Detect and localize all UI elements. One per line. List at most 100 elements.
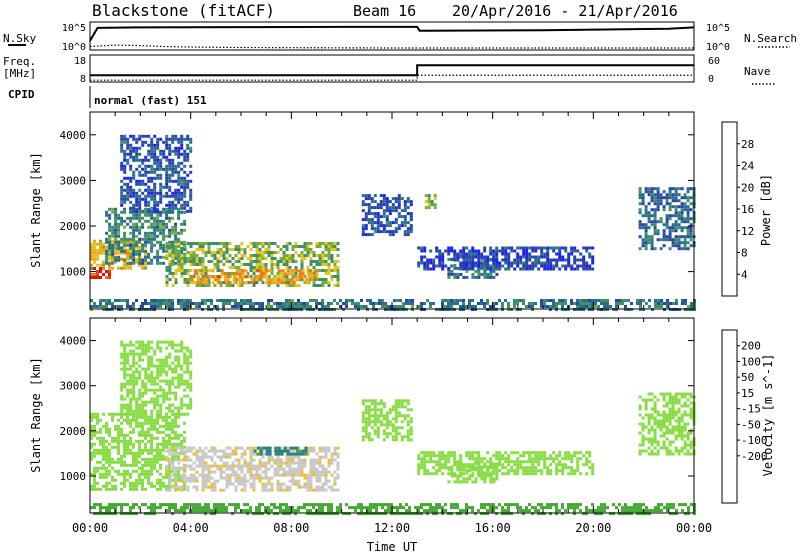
heatmap-cell: [400, 209, 404, 213]
heatmap-cell: [195, 305, 198, 308]
heatmap-cell: [204, 242, 208, 245]
heatmap-cell: [333, 446, 337, 450]
heatmap-cell: [213, 488, 217, 492]
heatmap-cell: [135, 182, 139, 186]
heatmap-cell: [468, 302, 471, 305]
heatmap-cell: [177, 164, 181, 168]
heatmap-cell: [171, 421, 174, 425]
heatmap-cell: [93, 487, 96, 491]
heatmap-cell: [129, 397, 133, 401]
heatmap-cell: [234, 449, 238, 453]
heatmap-cell: [447, 299, 450, 302]
heatmap-cell: [159, 173, 163, 177]
heatmap-cell: [105, 454, 108, 458]
heatmap-cell: [150, 433, 153, 437]
heatmap-cell: [156, 430, 159, 434]
heatmap-cell: [123, 164, 127, 168]
heatmap-cell: [237, 473, 241, 477]
date-range: 20/Apr/2016 - 21/Apr/2016: [452, 2, 678, 20]
heatmap-cell: [93, 424, 96, 428]
heatmap-cell: [216, 299, 219, 302]
heatmap-cell: [513, 302, 516, 305]
heatmap-cell: [336, 461, 340, 465]
heatmap-cell: [680, 428, 684, 432]
heatmap-cell: [120, 140, 124, 144]
heatmap-cell: [686, 208, 690, 212]
heatmap-cell: [207, 473, 211, 477]
heatmap-cell: [453, 451, 457, 455]
heatmap-cell: [453, 275, 457, 279]
heatmap-cell: [141, 305, 144, 308]
heatmap-cell: [273, 251, 277, 254]
heatmap-cell: [450, 264, 454, 268]
heatmap-cell: [213, 257, 217, 260]
heatmap-cell: [240, 488, 244, 492]
heatmap-cell: [132, 176, 136, 180]
heatmap-cell: [123, 149, 127, 153]
heatmap-cell: [486, 460, 490, 464]
heatmap-cell: [265, 278, 269, 282]
heatmap-cell: [217, 281, 221, 285]
heatmap-cell: [177, 251, 181, 254]
heatmap-cell: [403, 218, 407, 222]
heatmap-cell: [186, 143, 190, 147]
heatmap-cell: [174, 257, 178, 260]
heatmap-cell: [252, 260, 256, 263]
heatmap-cell: [291, 482, 295, 486]
heatmap-cell: [507, 252, 511, 256]
heatmap-cell: [662, 229, 666, 233]
heatmap-cell: [483, 264, 487, 268]
heatmap-cell: [306, 449, 310, 453]
heatmap-cell: [114, 234, 118, 238]
heatmap-cell: [674, 395, 678, 399]
heatmap-cell: [285, 305, 288, 308]
heatmap-cell: [147, 152, 151, 156]
heatmap-cell: [477, 269, 481, 273]
noise-left-tick-bottom: 10^0: [62, 42, 86, 53]
heatmap-cell: [501, 246, 505, 250]
heatmap-cell: [196, 278, 200, 282]
heatmap-cell: [321, 281, 325, 284]
heatmap-cell: [579, 302, 582, 305]
heatmap-cell: [531, 249, 535, 253]
heatmap-cell: [177, 237, 181, 241]
heatmap-cell: [507, 469, 511, 473]
heatmap-cell: [195, 272, 199, 275]
heatmap-cell: [129, 191, 133, 195]
heatmap-cell: [213, 266, 217, 269]
heatmap-cell: [156, 200, 160, 204]
heatmap-cell: [183, 467, 187, 471]
heatmap-cell: [579, 264, 583, 268]
heatmap-cell: [174, 188, 178, 192]
heatmap-cell: [435, 454, 439, 458]
heatmap-cell: [433, 194, 437, 198]
heatmap-cell: [244, 269, 248, 273]
heatmap-cell: [135, 361, 139, 365]
heatmap-cell: [144, 472, 147, 476]
heatmap-cell: [501, 249, 505, 253]
heatmap-cell: [201, 479, 205, 483]
heatmap-cell: [117, 412, 120, 416]
heatmap-cell: [361, 426, 365, 430]
heatmap-cell: [171, 343, 175, 347]
heatmap-cell: [477, 272, 481, 276]
heatmap-cell: [240, 455, 244, 459]
heatmap-cell: [647, 190, 651, 194]
heatmap-cell: [315, 299, 318, 302]
heatmap-cell: [588, 302, 591, 305]
heatmap-cell: [189, 467, 193, 471]
heatmap-cell: [450, 246, 454, 250]
heatmap-cell: [162, 430, 165, 434]
heatmap-cell: [150, 246, 154, 250]
heatmap-cell: [219, 248, 223, 251]
heatmap-cell: [198, 449, 202, 453]
heatmap-cell: [531, 463, 535, 467]
heatmap-cell: [379, 423, 383, 427]
heatmap-cell: [677, 241, 681, 245]
heatmap-cell: [397, 399, 401, 403]
heatmap-cell: [183, 179, 187, 183]
heatmap-cell: [531, 305, 534, 308]
heatmap-cell: [120, 487, 123, 491]
heatmap-cell: [495, 264, 499, 268]
heatmap-cell: [345, 299, 348, 302]
